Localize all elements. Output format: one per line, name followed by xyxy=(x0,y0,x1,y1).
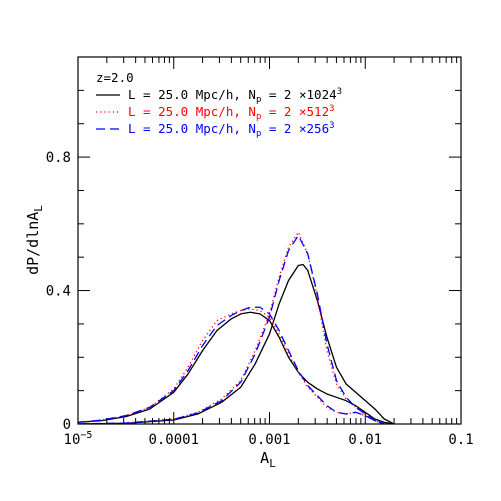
series-line-256-3-peaked xyxy=(78,234,385,424)
x-tick-label: 0.01 xyxy=(348,432,382,448)
legend-entry-label: L = 25.0 Mpc/h, Np = 2 ×2563 xyxy=(128,121,335,139)
series-line-1024-3-broad xyxy=(78,311,395,424)
x-tick-label: 0.001 xyxy=(248,432,290,448)
legend-redshift: z=2.0 xyxy=(96,70,134,85)
x-axis-label: AL xyxy=(260,449,276,470)
axis-labels: 10−5 0.0001 0.001 0.01 0.1 0 0.4 0.8 AL dP/dlnAL xyxy=(24,150,474,470)
legend-entry-label: L = 25.0 Mpc/h, Np = 2 ×5123 xyxy=(128,104,335,122)
x-tick-label: 0.1 xyxy=(448,432,473,448)
x-tick-label: 10−5 xyxy=(64,430,93,448)
y-tick-label: 0.8 xyxy=(46,150,71,166)
x-tick-label: 0.0001 xyxy=(148,432,199,448)
series-line-256-3-broad xyxy=(78,306,385,424)
series-line-1024-3-peaked xyxy=(78,263,395,424)
series-line-512-3-broad xyxy=(78,308,385,424)
axis-ticks xyxy=(77,56,462,425)
y-tick-label: 0 xyxy=(63,417,71,433)
legend-entry-label: L = 25.0 Mpc/h, Np = 2 ×10243 xyxy=(128,87,342,105)
curves-layer xyxy=(78,231,395,424)
y-tick-label: 0.4 xyxy=(46,284,71,300)
y-axis-label: dP/dlnAL xyxy=(24,205,45,275)
